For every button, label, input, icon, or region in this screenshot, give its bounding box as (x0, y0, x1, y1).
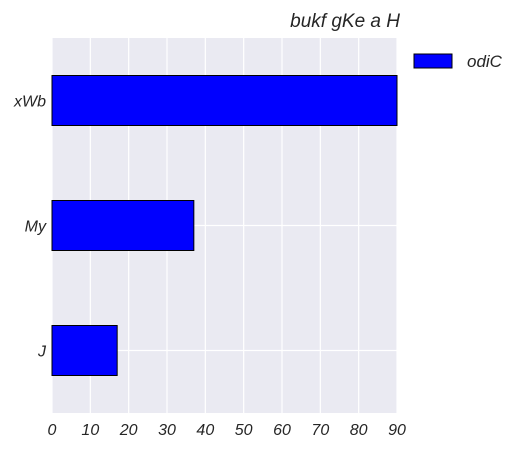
y-tick-label: J (37, 344, 47, 361)
bars (51, 75, 398, 376)
bar-My (51, 200, 195, 251)
x-tick-label: 10 (81, 422, 99, 439)
x-tick-label: 80 (350, 422, 368, 439)
x-tick-label: 30 (158, 422, 176, 439)
x-tick-label: 60 (273, 422, 291, 439)
chart-title: bukf gKe a H (290, 11, 400, 32)
y-tick-label: xWb (13, 94, 46, 111)
bar-xWb (51, 75, 398, 126)
y-tick-label: My (25, 219, 47, 236)
legend-swatch (413, 53, 453, 69)
x-tick-label: 50 (235, 422, 253, 439)
legend: odiC (413, 52, 503, 71)
legend-label: odiC (467, 52, 503, 71)
x-tick-label: 90 (388, 422, 406, 439)
y-tick-labels: J My xWb (13, 94, 47, 361)
x-tick-label: 40 (196, 422, 214, 439)
x-tick-label: 70 (311, 422, 329, 439)
bar-J (51, 325, 118, 376)
x-tick-label: 0 (48, 422, 57, 439)
x-tick-labels: 0 10 20 30 40 50 60 70 80 90 (48, 422, 406, 439)
x-tick-label: 20 (119, 422, 138, 439)
